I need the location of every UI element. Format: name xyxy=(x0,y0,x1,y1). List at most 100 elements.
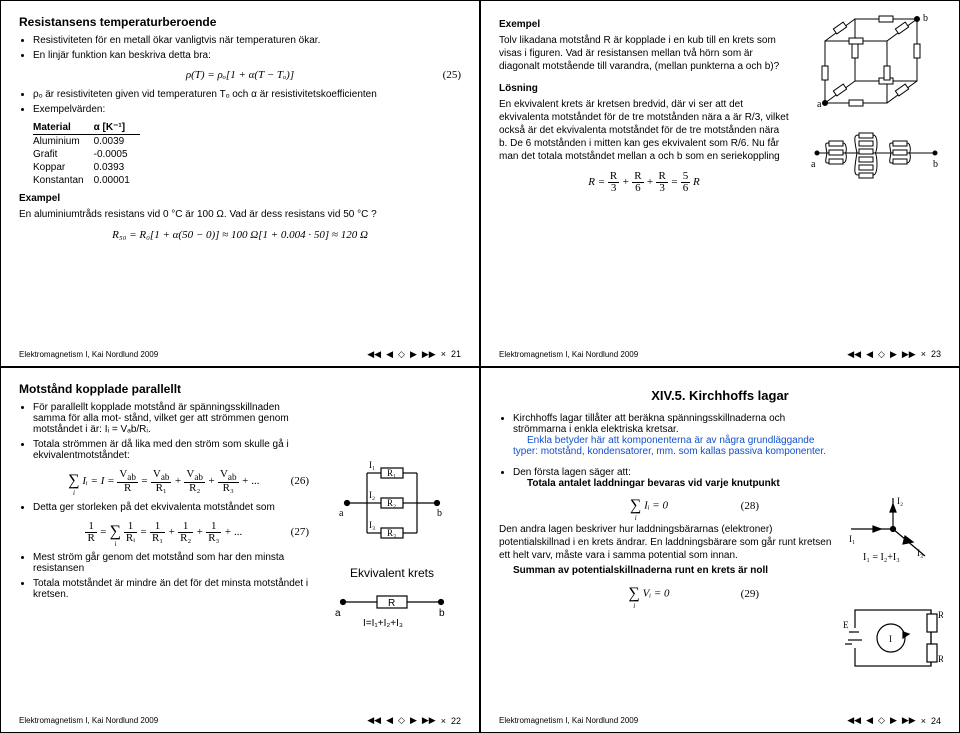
slide-footer: Elektromagnetism I, Kai Nordlund 2009 ◀◀… xyxy=(19,349,461,360)
svg-text:R₂: R₂ xyxy=(938,654,943,664)
resistivity-table: Material α [K⁻¹] Aluminium0.0039 Grafit-… xyxy=(33,121,140,187)
svg-text:I₃: I₃ xyxy=(369,520,375,530)
svg-text:E: E xyxy=(843,620,849,630)
page-grid: Resistansens temperaturberoende Resistiv… xyxy=(0,0,960,733)
nav-x-icon[interactable]: × xyxy=(921,716,926,726)
nav-diamond-icon[interactable]: ◇ xyxy=(398,349,405,360)
nav-first-icon[interactable]: ◀◀ xyxy=(847,349,861,360)
nav-prev-icon[interactable]: ◀ xyxy=(866,349,873,360)
law-statement: Totala antalet laddningar bevaras vid va… xyxy=(527,478,780,489)
footer-credit: Elektromagnetism I, Kai Nordlund 2009 xyxy=(19,716,158,725)
bullet: Kirchhoffs lagar tillåter att beräkna sp… xyxy=(513,413,839,457)
svg-text:I₂: I₂ xyxy=(369,490,375,500)
svg-text:a: a xyxy=(335,608,341,619)
svg-text:R: R xyxy=(388,598,395,609)
nav-last-icon[interactable]: ▶▶ xyxy=(902,715,916,726)
svg-text:I₂: I₂ xyxy=(897,496,903,506)
table-row: Aluminium0.0039 xyxy=(33,135,140,149)
example-heading: Exampel xyxy=(19,193,461,204)
nav-controls: ◀◀◀◇▶▶▶ × 24 xyxy=(847,715,941,726)
footer-credit: Elektromagnetism I, Kai Nordlund 2009 xyxy=(499,716,638,725)
svg-text:R₁: R₁ xyxy=(938,610,943,620)
footer-credit: Elektromagnetism I, Kai Nordlund 2009 xyxy=(499,350,638,359)
equivalent-circuit-figure: Ekvivalent krets a b R I=I₁+I₂+I₃ xyxy=(333,566,451,637)
svg-text:a: a xyxy=(817,99,822,110)
nav-first-icon[interactable]: ◀◀ xyxy=(367,715,381,726)
slide-21: Resistansens temperaturberoende Resistiv… xyxy=(0,0,480,367)
nav-first-icon[interactable]: ◀◀ xyxy=(847,715,861,726)
nav-next-icon[interactable]: ▶ xyxy=(890,349,897,360)
footer-credit: Elektromagnetism I, Kai Nordlund 2009 xyxy=(19,350,158,359)
equation-27: 1R = ∑i 1Rᵢ = 1R₁ + 1R₂ + 1R₃ + ... (27) xyxy=(19,521,309,544)
slide-footer: Elektromagnetism I, Kai Nordlund 2009 ◀◀… xyxy=(499,349,941,360)
nav-last-icon[interactable]: ▶▶ xyxy=(422,349,436,360)
slide-title: XIV.5. Kirchhoffs lagar xyxy=(499,388,941,403)
svg-text:b: b xyxy=(437,508,442,519)
svg-text:R₁: R₁ xyxy=(387,468,396,478)
bullet: Resistiviteten för en metall ökar vanlig… xyxy=(33,35,461,46)
svg-text:I₁: I₁ xyxy=(849,534,855,544)
slide-23: Exempel Tolv likadana motstånd R är kopp… xyxy=(480,0,960,367)
bullet: Detta ger storleken på det ekvivalenta m… xyxy=(33,502,309,513)
kvl-loop-figure: E I R₁ R₂ xyxy=(843,598,943,682)
slide-22: Motstånd kopplade parallellt För paralle… xyxy=(0,367,480,733)
nav-next-icon[interactable]: ▶ xyxy=(410,349,417,360)
svg-text:R₃: R₃ xyxy=(387,528,396,538)
equation-25: ρ(T) = ρₒ[1 + α(T − Tₒ)] (25) xyxy=(19,69,461,81)
nav-x-icon[interactable]: × xyxy=(441,716,446,726)
bullet: Totala strömmen är då lika med den ström… xyxy=(33,439,309,461)
example-text: Tolv likadana motstånd R är kopplade i e… xyxy=(499,34,789,73)
page-number: 22 xyxy=(451,716,461,726)
cube-circuit-figure: a b xyxy=(811,11,941,116)
slide-24: XIV.5. Kirchhoffs lagar Kirchhoffs lagar… xyxy=(480,367,960,733)
slide-title: Motstånd kopplade parallellt xyxy=(19,382,309,396)
table-row: Konstantan0.00001 xyxy=(33,174,140,187)
kcl-node-figure: I₁ I₂ I₃ I₁ = I₂+I₃ xyxy=(843,494,943,564)
svg-text:R₂: R₂ xyxy=(387,498,396,508)
solution-text: En ekvivalent krets är kretsen bredvid, … xyxy=(499,98,789,163)
nav-next-icon[interactable]: ▶ xyxy=(890,715,897,726)
second-law-text: Den andra lagen beskriver hur laddningsb… xyxy=(499,523,839,562)
th-alpha: α [K⁻¹] xyxy=(94,121,140,135)
svg-text:a: a xyxy=(811,159,816,170)
slide-title: Resistansens temperaturberoende xyxy=(19,15,461,29)
bullet: ρₒ är resistiviteten given vid temperatu… xyxy=(33,89,461,100)
equation-answer: R₅₀ = R₀[1 + α(50 − 0)] ≈ 100 Ω[1 + 0.00… xyxy=(19,229,461,241)
nav-x-icon[interactable]: × xyxy=(441,349,446,359)
equivalent-network-figure: a b xyxy=(811,123,941,183)
svg-text:I₁: I₁ xyxy=(369,460,375,470)
nav-next-icon[interactable]: ▶ xyxy=(410,715,417,726)
svg-text:b: b xyxy=(933,159,938,170)
bullet: För parallellt kopplade motstånd är spän… xyxy=(33,402,309,435)
table-row: Koppar0.0393 xyxy=(33,161,140,174)
slide-footer: Elektromagnetism I, Kai Nordlund 2009 ◀◀… xyxy=(499,715,941,726)
nav-prev-icon[interactable]: ◀ xyxy=(866,715,873,726)
nav-prev-icon[interactable]: ◀ xyxy=(386,349,393,360)
bullet: Exempelvärden: xyxy=(33,104,461,115)
equation-28: ∑i Iᵢ = 0 (28) xyxy=(539,497,759,515)
svg-text:I₃: I₃ xyxy=(917,548,923,558)
example-text: En aluminiumtråds resistans vid 0 °C är … xyxy=(19,208,461,221)
nav-diamond-icon[interactable]: ◇ xyxy=(878,349,885,360)
parallel-circuit-figure: I₁ R₁ I₂ R₂ I₃ R₃ a b xyxy=(337,458,447,548)
nav-first-icon[interactable]: ◀◀ xyxy=(367,349,381,360)
nav-prev-icon[interactable]: ◀ xyxy=(386,715,393,726)
bullet: Den första lagen säger att: Totala antal… xyxy=(513,467,839,489)
equation-series: R = R3 + R6 + R3 = 56 R xyxy=(499,171,789,194)
example-heading: Exempel xyxy=(499,19,789,30)
nav-diamond-icon[interactable]: ◇ xyxy=(398,715,405,726)
th-material: Material xyxy=(33,121,94,135)
slide-footer: Elektromagnetism I, Kai Nordlund 2009 ◀◀… xyxy=(19,715,461,726)
svg-text:a: a xyxy=(339,508,344,519)
nav-last-icon[interactable]: ▶▶ xyxy=(902,349,916,360)
law-statement: Summan av potentialskillnaderna runt en … xyxy=(513,564,839,577)
nav-x-icon[interactable]: × xyxy=(921,349,926,359)
nav-last-icon[interactable]: ▶▶ xyxy=(422,715,436,726)
svg-text:b: b xyxy=(923,13,928,24)
table-row: Grafit-0.0005 xyxy=(33,148,140,161)
equation-26: ∑i Iᵢ = I = VabR = VabR₁ + VabR₂ + VabR₃… xyxy=(19,469,309,494)
nav-diamond-icon[interactable]: ◇ xyxy=(878,715,885,726)
svg-text:I: I xyxy=(889,634,892,644)
svg-text:I₁ = I₂+I₃: I₁ = I₂+I₃ xyxy=(863,552,900,563)
bullet: Mest ström går genom det motstånd som ha… xyxy=(33,552,309,574)
